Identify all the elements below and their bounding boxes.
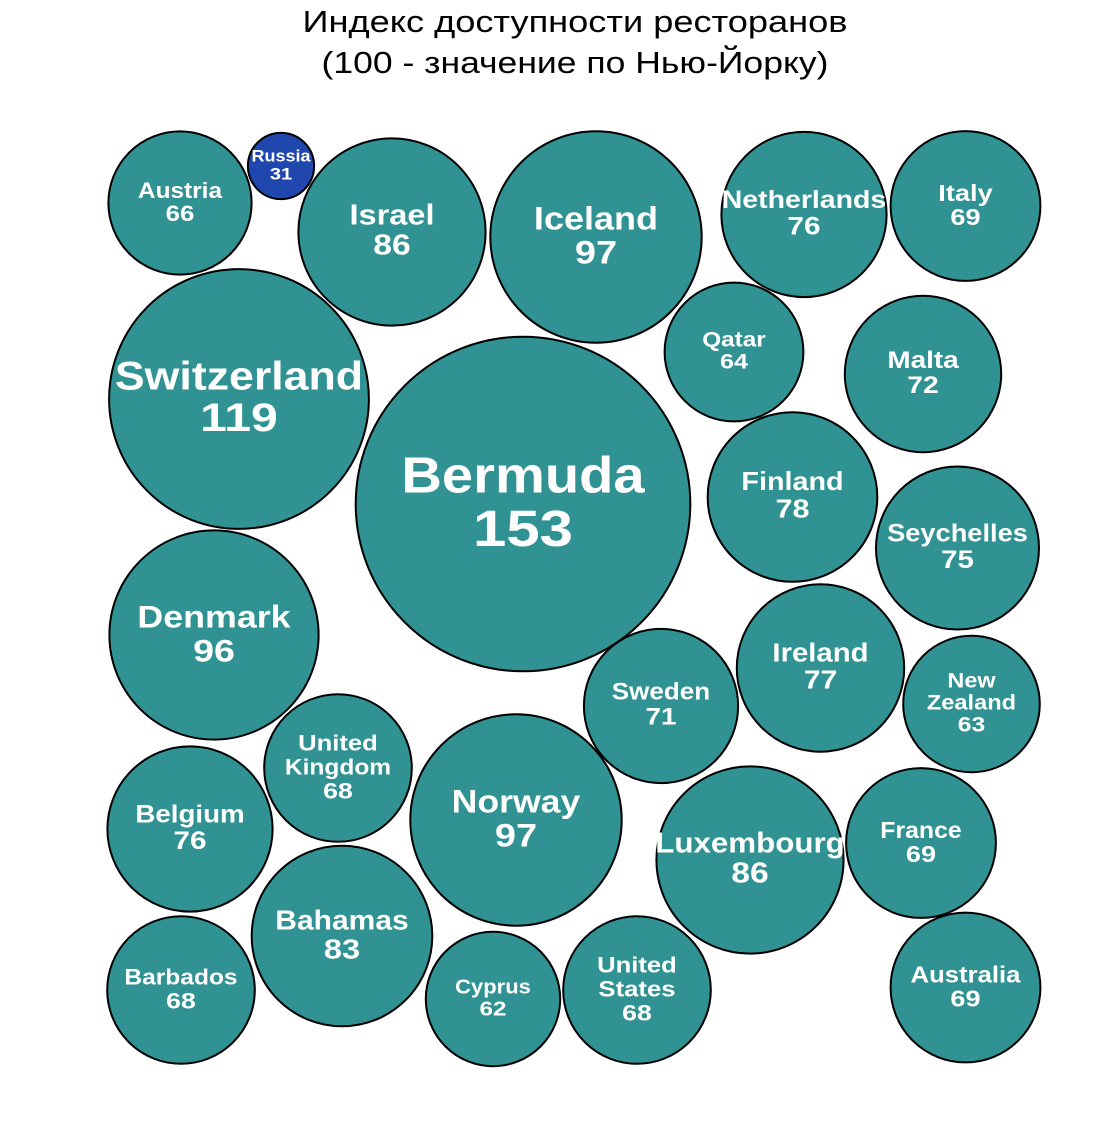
svg-text:(100 - значение по Нью-Йорку): (100 - значение по Нью-Йорку)	[322, 44, 829, 80]
svg-text:Индекс доступности ресторанов: Индекс доступности ресторанов	[303, 4, 848, 39]
